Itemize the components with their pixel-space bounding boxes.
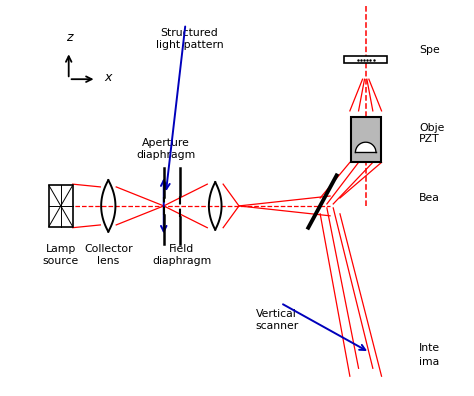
Text: Spe: Spe bbox=[419, 45, 440, 55]
Bar bbox=[49, 185, 73, 227]
Text: PZT: PZT bbox=[419, 134, 440, 144]
Text: Obje: Obje bbox=[419, 123, 445, 133]
Bar bbox=[351, 117, 381, 162]
Text: $z$: $z$ bbox=[66, 30, 75, 44]
Text: Bea: Bea bbox=[419, 193, 440, 203]
Text: ima: ima bbox=[419, 357, 439, 367]
Text: $x$: $x$ bbox=[104, 71, 114, 84]
Text: Aperture
diaphragm: Aperture diaphragm bbox=[136, 138, 195, 160]
Text: Collector
lens: Collector lens bbox=[84, 244, 133, 266]
Polygon shape bbox=[356, 142, 376, 152]
Text: Inte: Inte bbox=[419, 343, 440, 354]
Bar bbox=[344, 56, 387, 63]
Text: Vertical
scanner: Vertical scanner bbox=[255, 309, 298, 331]
Text: Lamp
source: Lamp source bbox=[43, 244, 79, 266]
Text: Field
diaphragm: Field diaphragm bbox=[152, 244, 211, 266]
Text: Structured
light pattern: Structured light pattern bbox=[155, 28, 223, 50]
